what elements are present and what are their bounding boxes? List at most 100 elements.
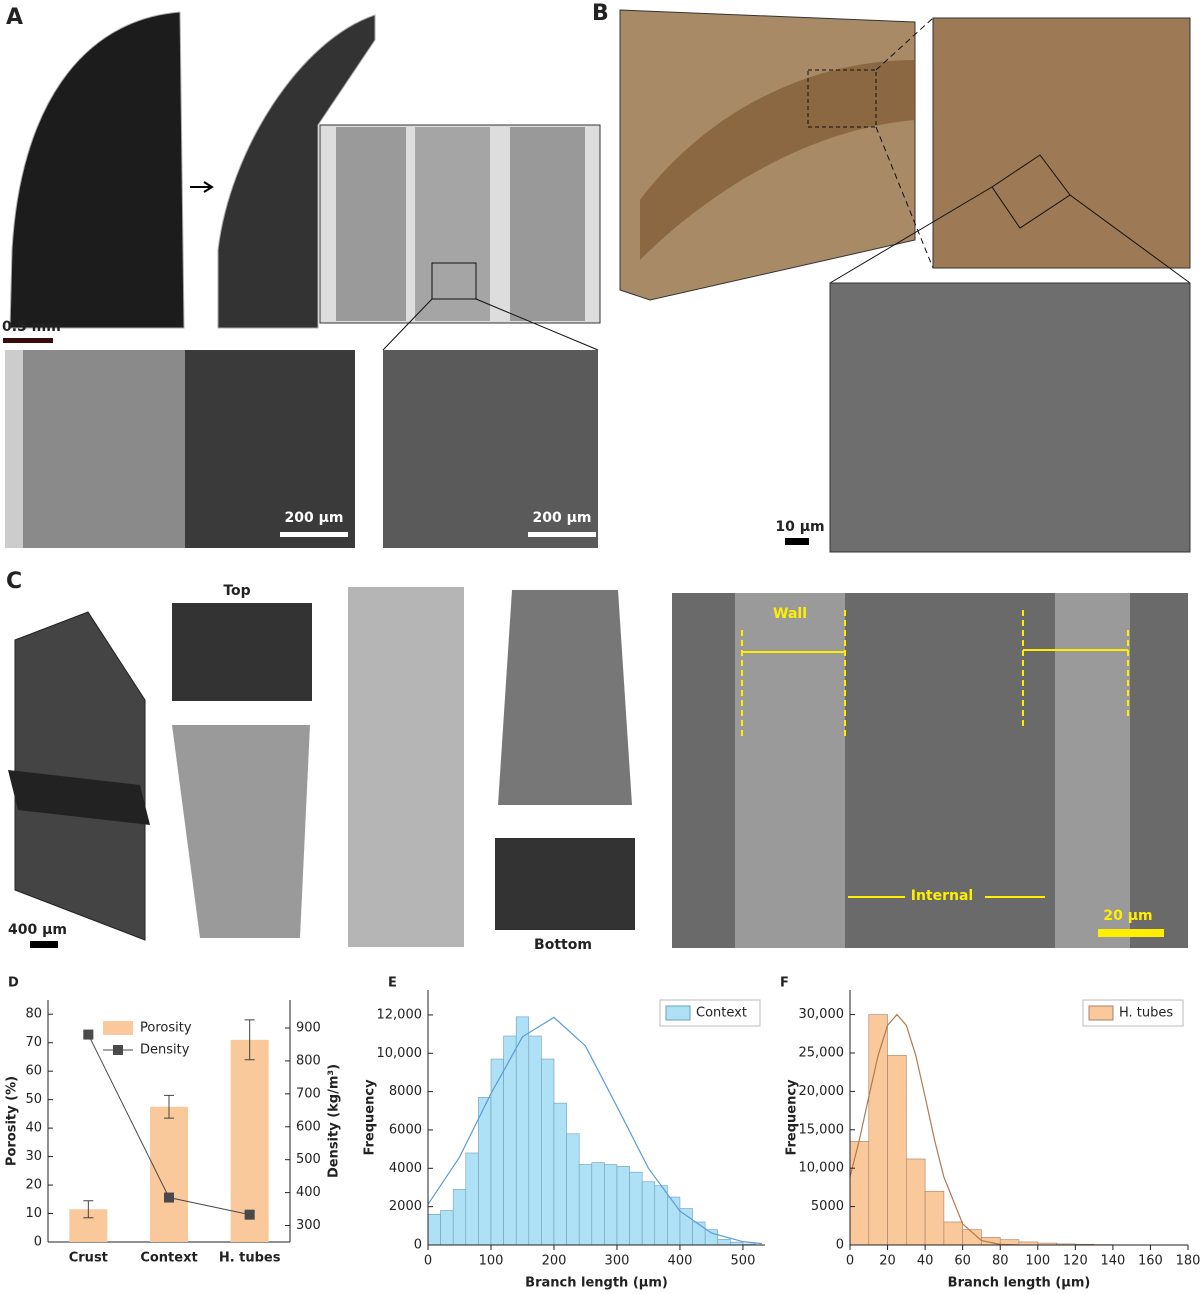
error-bar — [83, 1200, 94, 1219]
scale-bar-label: 20 µm — [1103, 908, 1152, 924]
y-tick-label: 10,000 — [799, 1161, 845, 1176]
legend-swatch — [1088, 1005, 1114, 1021]
specimen-image — [217, 14, 376, 329]
micrograph — [1055, 593, 1130, 948]
y-axis-title: Porosity (%) — [5, 1076, 20, 1166]
panel-label: C — [6, 569, 22, 594]
bar — [478, 1097, 492, 1246]
bar — [887, 1054, 907, 1246]
volume-render — [640, 60, 915, 260]
render-3d — [172, 603, 312, 701]
scale-bar-label: 10 µm — [775, 519, 824, 535]
legend-label: Porosity — [140, 1021, 192, 1036]
y-tick-label: 30 — [25, 1149, 42, 1164]
panel-label: D — [8, 976, 19, 991]
render-3d — [172, 725, 310, 938]
bar — [541, 1058, 555, 1246]
legend-marker — [113, 1045, 123, 1055]
y-axis-title: Frequency — [363, 1079, 378, 1156]
error-bar — [164, 1094, 174, 1119]
bar — [849, 1141, 870, 1246]
view-label: Top — [223, 583, 250, 599]
y-tick-label: 0 — [836, 1238, 844, 1253]
micrograph — [829, 282, 1191, 553]
y-axis-title: Frequency — [785, 1079, 800, 1156]
zoom-box — [431, 262, 477, 300]
y-tick-label: 500 — [296, 1152, 321, 1167]
x-tick-label: Context — [140, 1251, 197, 1266]
render-3d — [495, 838, 635, 930]
y-tick-label: 70 — [25, 1035, 42, 1050]
x-tick-label: H. tubes — [219, 1251, 281, 1266]
y-tick-label: 0 — [414, 1238, 422, 1253]
legend-label: Context — [696, 1006, 747, 1021]
bar — [641, 1181, 656, 1246]
annotation-line — [741, 610, 1129, 740]
arrow — [190, 181, 214, 193]
scale-bar-label: 200 µm — [285, 510, 344, 526]
y-tick-label: 10,000 — [377, 1046, 423, 1061]
scale-bar — [3, 338, 53, 343]
x-tick-label: 60 — [954, 1254, 971, 1269]
x-axis-title: Branch length (µm) — [525, 1276, 668, 1291]
bar — [490, 1058, 504, 1246]
y-tick-label: 8000 — [389, 1084, 422, 1099]
bar — [717, 1238, 731, 1246]
y-tick-label: 600 — [296, 1119, 321, 1134]
marker — [164, 1192, 174, 1203]
y-tick-label: 50 — [25, 1092, 42, 1107]
x-tick-label: 20 — [879, 1254, 896, 1269]
legend-swatch — [665, 1005, 691, 1021]
annotation: Wall — [773, 606, 807, 622]
x-tick-label: 100 — [479, 1254, 504, 1269]
scale-bar — [30, 941, 58, 948]
fit-line — [849, 1013, 1020, 1246]
y-tick-label: 10 — [25, 1206, 42, 1221]
fit-line — [427, 1016, 762, 1245]
x-axis-title: Branch length (µm) — [948, 1276, 1091, 1291]
micrograph — [5, 350, 23, 548]
y-tick-label: 0 — [34, 1235, 42, 1250]
y-tick-label: 300 — [296, 1218, 321, 1233]
bar — [906, 1158, 926, 1246]
x-tick-label: 300 — [605, 1254, 630, 1269]
bar — [440, 1210, 454, 1246]
bar — [616, 1166, 630, 1246]
y-tick-label: 60 — [25, 1064, 42, 1079]
bar — [679, 1208, 693, 1246]
micrograph — [510, 127, 585, 321]
marker — [244, 1209, 255, 1220]
bar — [704, 1229, 719, 1246]
x-tick-label: 180 — [1176, 1254, 1200, 1269]
zoom-line — [829, 186, 1191, 284]
bar — [692, 1221, 706, 1246]
annotation: Internal — [911, 888, 973, 904]
scale-bar-label: 400 µm — [8, 922, 67, 938]
bar — [566, 1133, 580, 1246]
scale-bar-label: 200 µm — [533, 510, 592, 526]
bar — [868, 1014, 888, 1246]
y-tick-label: 5000 — [811, 1199, 844, 1214]
x-tick-label: 80 — [992, 1254, 1009, 1269]
x-tick-label: Crust — [69, 1251, 108, 1266]
bar — [667, 1196, 681, 1246]
bar — [452, 1189, 467, 1246]
bar — [591, 1162, 605, 1246]
x-tick-label: 500 — [731, 1254, 756, 1269]
scale-bar — [280, 532, 348, 537]
zoom-line — [875, 17, 934, 269]
micrograph — [336, 127, 406, 321]
y-tick-label: 80 — [25, 1007, 42, 1022]
y-tick-label: 900 — [296, 1020, 321, 1035]
micrograph — [415, 127, 490, 321]
specimen-image — [9, 11, 185, 329]
scale-bar — [1098, 929, 1164, 937]
y-tick-label: 20,000 — [799, 1084, 845, 1099]
bar — [604, 1164, 618, 1246]
y-tick-label: 700 — [296, 1086, 321, 1101]
y-tick-label: 12,000 — [377, 1007, 423, 1022]
zoom-line — [382, 298, 599, 351]
annotation-arrow — [742, 649, 1128, 898]
y-tick-label: 6000 — [389, 1122, 422, 1137]
